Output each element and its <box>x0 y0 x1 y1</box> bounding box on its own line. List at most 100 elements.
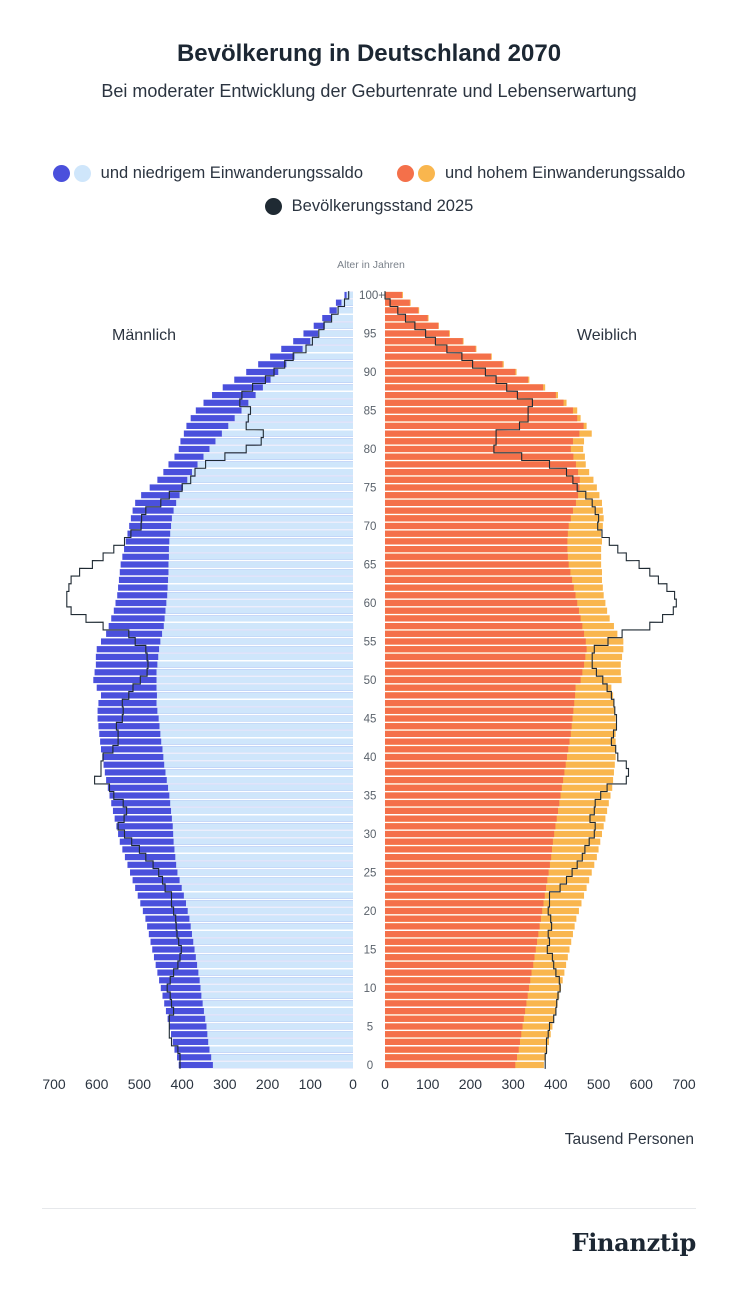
legend-label-low: und niedrigem Einwanderungssaldo <box>100 164 363 182</box>
chart-title: Bevölkerung in Deutschland 2070 <box>176 40 562 67</box>
legend-dot-high-dark <box>397 165 414 182</box>
age-tick-35: 35 <box>364 791 377 803</box>
bar-male-low-age-73 <box>176 499 353 506</box>
age-tick-25: 25 <box>364 868 377 880</box>
bar-female-low-age-87 <box>385 392 556 399</box>
bar-male-low-age-90 <box>278 368 353 376</box>
x-tick-left-600: 600 <box>85 1076 109 1092</box>
age-tick-50: 50 <box>364 675 377 687</box>
bar-female-low-age-25 <box>385 869 549 876</box>
bar-female-low-age-65 <box>385 561 569 568</box>
bar-female-low-age-22 <box>385 892 545 899</box>
bar-male-low-age-18 <box>190 923 353 930</box>
bar-female-low-age-37 <box>385 777 564 784</box>
bar-female-low-age-58 <box>385 615 581 622</box>
bar-female-low-age-2 <box>385 1046 519 1053</box>
bar-female-low-age-20 <box>385 907 543 915</box>
bar-male-low-age-17 <box>191 931 353 938</box>
age-tick-40: 40 <box>364 752 377 764</box>
bar-female-low-age-44 <box>385 723 572 730</box>
legend-dot-baseline <box>264 198 282 215</box>
legend-row-scenarios: und niedrigem Einwanderungssaldo und hoh… <box>0 164 738 183</box>
bar-female-low-age-38 <box>385 769 565 776</box>
bar-female-low-age-54 <box>385 646 587 653</box>
bar-female-low-age-55 <box>385 638 586 645</box>
bar-female-low-age-30 <box>385 830 555 838</box>
bar-female-low-age-78 <box>385 461 576 468</box>
x-axis-title: Tausend Personen <box>565 1131 694 1148</box>
bar-male-low-age-78 <box>197 461 353 468</box>
bar-male-low-age-84 <box>234 415 353 422</box>
bar-female-low-age-26 <box>385 861 550 868</box>
reference-outline-female <box>384 291 677 1069</box>
bar-female-low-age-57 <box>385 623 583 630</box>
bar-male-low-age-100 <box>346 291 353 299</box>
bar-female-low-age-75 <box>385 484 580 491</box>
bar-male-low-age-75 <box>182 484 353 491</box>
bar-male-low-age-5 <box>206 1023 353 1030</box>
bar-female-low-age-43 <box>385 730 571 737</box>
bar-female-low-age-17 <box>385 931 539 938</box>
bar-male-low-age-10 <box>200 984 353 992</box>
x-tick-right-0: 0 <box>381 1076 389 1092</box>
age-tick-95: 95 <box>364 329 377 341</box>
bar-male-low-age-44 <box>159 723 353 730</box>
bar-male-low-age-46 <box>157 707 353 714</box>
bar-male-low-age-99 <box>341 299 353 306</box>
bar-female-low-age-74 <box>385 492 579 499</box>
bar-male-low-age-1 <box>211 1054 353 1061</box>
bar-female-low-age-63 <box>385 576 573 583</box>
bar-male-low-age-72 <box>173 507 353 514</box>
bar-male-low-age-63 <box>168 576 353 583</box>
bar-male-low-age-48 <box>156 692 353 699</box>
x-tick-right-300: 300 <box>501 1076 525 1092</box>
age-tick-20: 20 <box>364 906 377 918</box>
bar-female-low-age-32 <box>385 815 557 822</box>
bar-male-low-age-9 <box>201 992 353 999</box>
bar-female-low-age-94 <box>385 338 463 345</box>
bar-female-low-age-93 <box>385 345 476 352</box>
bar-male-low-age-51 <box>156 669 353 676</box>
bar-female-low-age-28 <box>385 846 553 853</box>
bar-female-low-age-24 <box>385 877 548 884</box>
bar-female-low-age-69 <box>385 530 568 537</box>
bar-female-low-age-85 <box>385 407 573 414</box>
bar-female-low-age-84 <box>385 415 578 422</box>
legend-row-baseline: Bevölkerungsstand 2025 <box>0 197 738 216</box>
age-tick-45: 45 <box>364 714 377 726</box>
bar-male-low-age-98 <box>336 307 353 314</box>
x-tick-right-100: 100 <box>416 1076 440 1092</box>
bar-female-low-age-90 <box>385 368 516 376</box>
bar-male-low-age-15 <box>194 946 353 953</box>
bar-male-low-age-57 <box>163 623 353 630</box>
bar-female-low-age-77 <box>385 469 579 476</box>
bar-male-low-age-71 <box>171 515 353 522</box>
x-tick-left-200: 200 <box>256 1076 280 1092</box>
bar-male-low-age-37 <box>166 777 353 784</box>
bar-male-low-age-23 <box>181 884 353 891</box>
bar-female-low-age-40 <box>385 753 567 761</box>
bar-female-low-age-33 <box>385 807 558 814</box>
bar-female-low-age-83 <box>385 422 584 429</box>
bar-male-low-age-7 <box>203 1008 353 1015</box>
bar-female-low-age-46 <box>385 707 574 714</box>
bar-male-low-age-29 <box>173 838 353 845</box>
bar-male-low-age-11 <box>199 977 353 984</box>
bar-female-low-age-1 <box>385 1054 517 1061</box>
age-tick-30: 30 <box>364 829 377 841</box>
bar-female-low-age-11 <box>385 977 531 984</box>
bar-female-low-age-8 <box>385 1000 527 1007</box>
bar-male-low-age-95 <box>317 330 353 337</box>
bar-male-low-age-41 <box>162 746 353 753</box>
bar-female-low-age-80 <box>385 445 571 453</box>
x-tick-left-0: 0 <box>349 1076 357 1092</box>
bar-male-low-age-80 <box>209 445 353 453</box>
bar-male-low-age-89 <box>270 376 353 383</box>
bar-female-low-age-12 <box>385 969 532 976</box>
bar-female-low-age-81 <box>385 438 573 445</box>
x-tick-left-700: 700 <box>42 1076 66 1092</box>
age-tick-90: 90 <box>364 367 377 379</box>
footer-divider <box>42 1208 696 1209</box>
legend-dot-low-dark <box>52 165 70 182</box>
x-tick-left-300: 300 <box>213 1076 237 1092</box>
